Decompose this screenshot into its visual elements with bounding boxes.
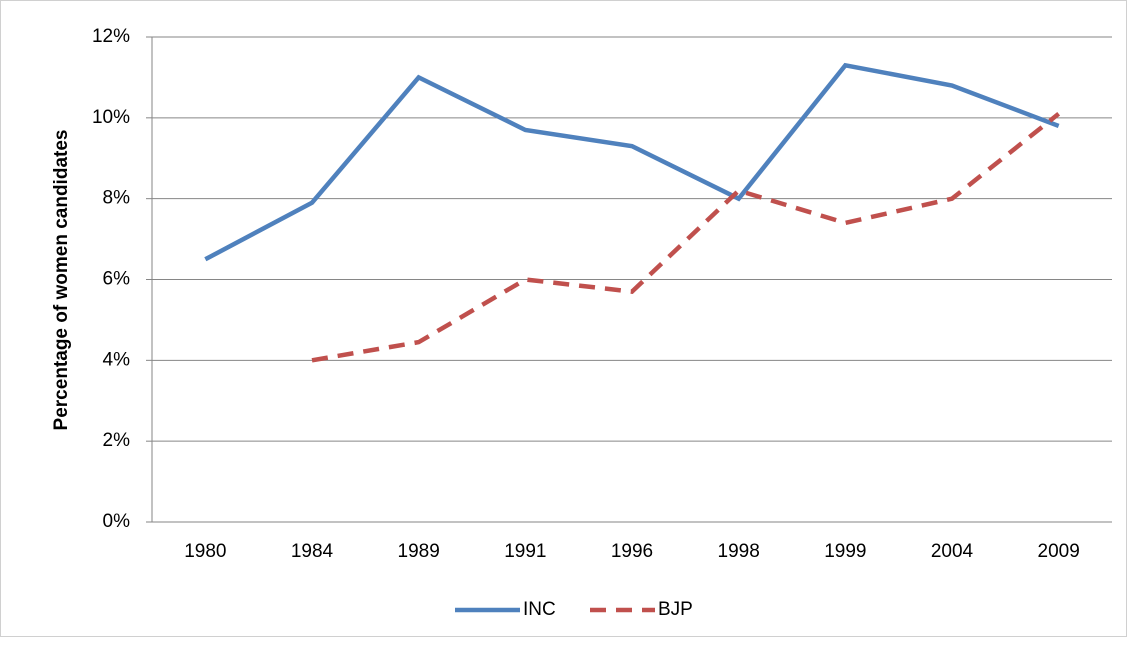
- x-tick-label: 2009: [1038, 541, 1080, 562]
- x-tick-label: 1996: [611, 541, 653, 562]
- x-tick-label: 1991: [504, 541, 546, 562]
- x-tick-label: 1998: [718, 541, 760, 562]
- legend-label: INC: [523, 599, 556, 620]
- series-line: [311, 112, 1061, 363]
- x-tick-label: 1989: [398, 541, 440, 562]
- y-axis-label: Percentage of women candidates: [51, 130, 72, 431]
- y-tick-label: 12%: [92, 26, 130, 47]
- series-line: [204, 62, 1060, 262]
- y-tick-label: 10%: [92, 107, 130, 128]
- y-tick-label: 4%: [103, 349, 131, 370]
- y-tick-label: 0%: [103, 511, 131, 532]
- x-tick-label: 1999: [824, 541, 866, 562]
- y-tick-label: 8%: [103, 188, 131, 209]
- chart-frame: [0, 0, 1127, 637]
- y-tick-label: 6%: [103, 269, 131, 290]
- x-tick-label: 1984: [291, 541, 334, 562]
- legend-label: BJP: [658, 599, 693, 620]
- x-tick-label: 1980: [184, 541, 226, 562]
- x-tick-label: 2004: [931, 541, 974, 562]
- y-tick-label: 2%: [103, 430, 131, 451]
